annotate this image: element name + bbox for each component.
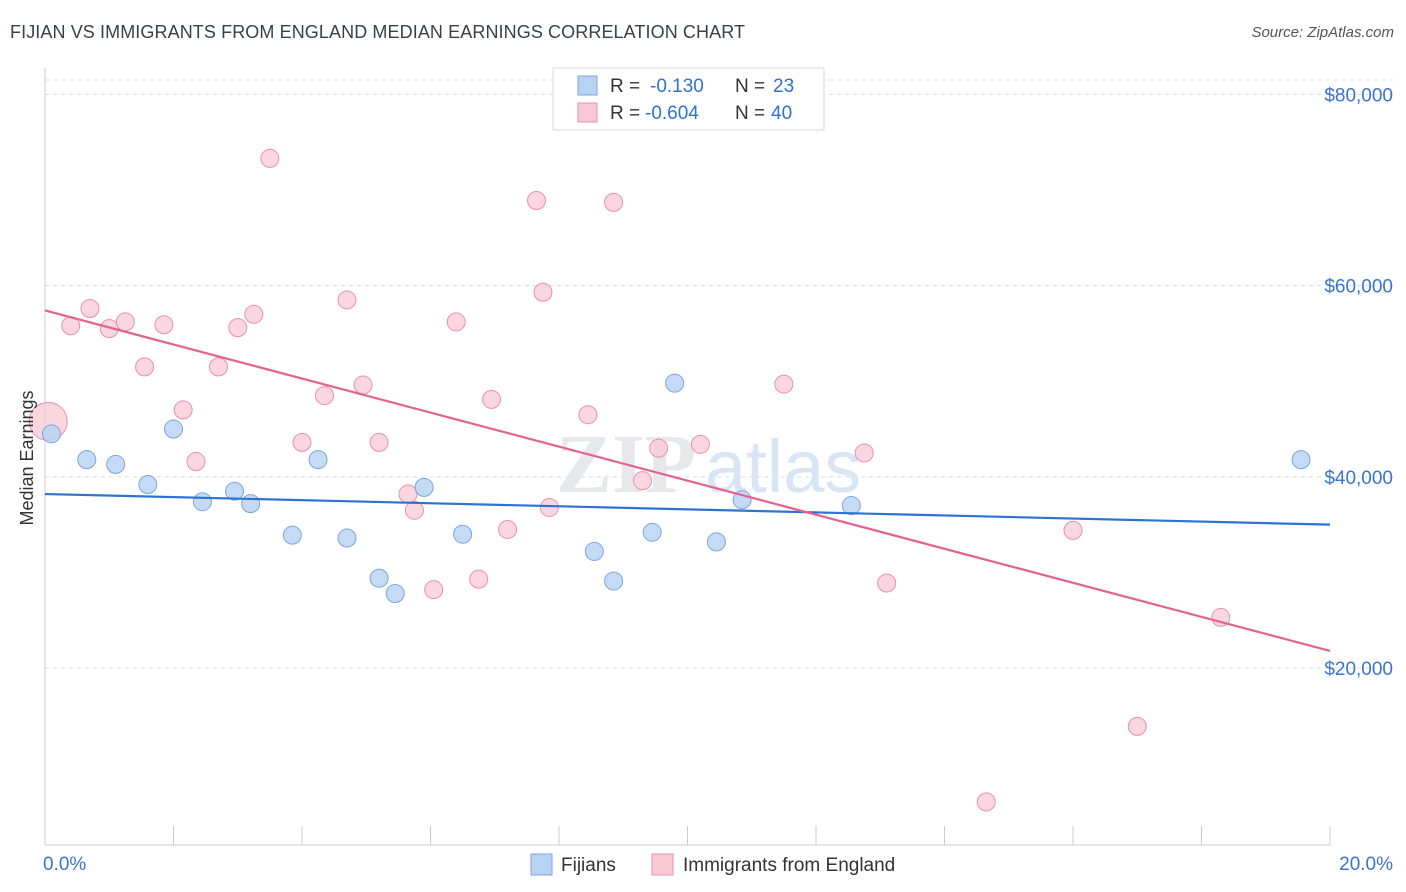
point-immigrants-25: [527, 190, 547, 210]
point-immigrants-33: [774, 374, 794, 394]
point-fijians-19: [706, 532, 726, 552]
point-immigrants-26: [533, 282, 553, 302]
axes: [44, 68, 1331, 846]
bottom-legend-swatch-fijians: [530, 853, 553, 876]
stats-r-value-2: -0.604: [645, 103, 699, 124]
point-fijians-13: [414, 477, 434, 497]
point-immigrants-30: [633, 471, 653, 491]
point-fijians-1: [77, 450, 97, 470]
stats-n-value-1: 23: [773, 76, 794, 97]
series-fijians: [41, 373, 1311, 604]
chart-title: FIJIAN VS IMMIGRANTS FROM ENGLAND MEDIAN…: [10, 22, 746, 42]
point-immigrants-13: [292, 432, 312, 452]
point-immigrants-8: [186, 452, 206, 472]
point-fijians-21: [841, 496, 861, 516]
point-fijians-3: [138, 474, 158, 494]
point-fijians-5: [192, 492, 212, 512]
stats-n-value-2: 40: [771, 103, 792, 124]
y-tick-labels: $20,000 $40,000 $60,000 $80,000: [1324, 85, 1393, 680]
point-fijians-11: [369, 568, 389, 588]
point-fijians-22: [1291, 450, 1311, 470]
point-immigrants-27: [539, 497, 559, 517]
trend-line-immigrants: [44, 309, 1331, 652]
point-fijians-17: [642, 522, 662, 542]
point-immigrants-7: [173, 400, 193, 420]
stats-n-label-2: N =: [735, 103, 765, 124]
point-immigrants-32: [690, 434, 710, 454]
point-immigrants-3: [99, 319, 119, 339]
source-credit: Source: ZipAtlas.com: [1251, 24, 1394, 41]
point-immigrants-4: [115, 312, 135, 332]
point-fijians-2: [106, 454, 126, 474]
point-fijians-15: [584, 541, 604, 561]
point-fijians-16: [604, 571, 624, 591]
point-immigrants-31: [649, 438, 669, 458]
point-fijians-6: [225, 481, 245, 501]
bottom-legend: Fijians Immigrants from England: [530, 853, 895, 876]
point-immigrants-24: [498, 519, 518, 539]
point-immigrants-18: [398, 484, 418, 504]
point-immigrants-35: [877, 573, 897, 593]
stats-r-label-1: R =: [610, 76, 640, 97]
bottom-legend-swatch-immigrants: [651, 853, 674, 876]
point-immigrants-23: [482, 389, 502, 409]
watermark-atlas: atlas: [705, 425, 861, 508]
legend-swatch-immigrants: [577, 102, 598, 123]
point-immigrants-34: [854, 443, 874, 463]
trend-lines: [44, 309, 1331, 652]
point-fijians-9: [308, 450, 328, 470]
point-immigrants-5: [135, 357, 155, 377]
x-tick-label-0: 0.0%: [43, 854, 86, 875]
stats-legend: R = -0.130 N = 23 R = -0.604 N = 40: [552, 67, 825, 131]
x-tick-labels: 0.0% 20.0%: [43, 854, 1393, 875]
watermark: ZIPatlas: [556, 418, 861, 511]
legend-swatch-fijians: [577, 75, 598, 96]
point-immigrants-16: [353, 375, 373, 395]
point-immigrants-14: [314, 386, 334, 406]
stats-r-value-1: -0.130: [650, 76, 704, 97]
y-tick-label-3: $80,000: [1324, 85, 1393, 106]
point-immigrants-9: [208, 357, 228, 377]
gridlines: [45, 79, 1393, 669]
point-fijians-14: [453, 524, 473, 544]
point-immigrants-37: [1127, 716, 1147, 736]
y-tick-label-0: $20,000: [1324, 659, 1393, 680]
y-axis-label: Median Earnings: [17, 390, 37, 525]
point-immigrants-28: [578, 405, 598, 425]
y-tick-label-1: $40,000: [1324, 468, 1393, 489]
point-immigrants-2: [80, 299, 100, 319]
point-immigrants-38: [1211, 607, 1231, 627]
point-immigrants-11: [244, 304, 264, 324]
series-immigrants-from-england: [28, 148, 1231, 812]
point-fijians-7: [241, 494, 261, 514]
point-immigrants-17: [369, 432, 389, 452]
point-immigrants-39: [976, 792, 996, 812]
point-immigrants-22: [469, 569, 489, 589]
bottom-legend-label-fijians: Fijians: [561, 855, 616, 876]
point-fijians-8: [282, 525, 302, 545]
bottom-legend-label-immigrants: Immigrants from England: [683, 855, 895, 876]
point-immigrants-10: [228, 318, 248, 338]
point-immigrants-12: [260, 148, 280, 168]
point-fijians-12: [385, 584, 405, 604]
point-immigrants-29: [604, 192, 624, 212]
stats-n-label-1: N =: [735, 76, 765, 97]
x-tick-label-1: 20.0%: [1339, 854, 1393, 875]
point-immigrants-19: [404, 500, 424, 520]
point-immigrants-20: [424, 580, 444, 600]
point-fijians-0: [41, 424, 61, 444]
point-fijians-4: [164, 419, 183, 439]
point-fijians-18: [665, 373, 685, 393]
point-immigrants-6: [154, 315, 174, 335]
trend-line-fijians: [44, 492, 1331, 526]
stats-r-label-2: R =: [610, 103, 640, 124]
point-immigrants-15: [337, 290, 357, 310]
point-immigrants-36: [1063, 520, 1083, 540]
point-immigrants-21: [446, 312, 466, 332]
point-fijians-10: [337, 528, 357, 548]
y-tick-label-2: $60,000: [1324, 277, 1393, 298]
